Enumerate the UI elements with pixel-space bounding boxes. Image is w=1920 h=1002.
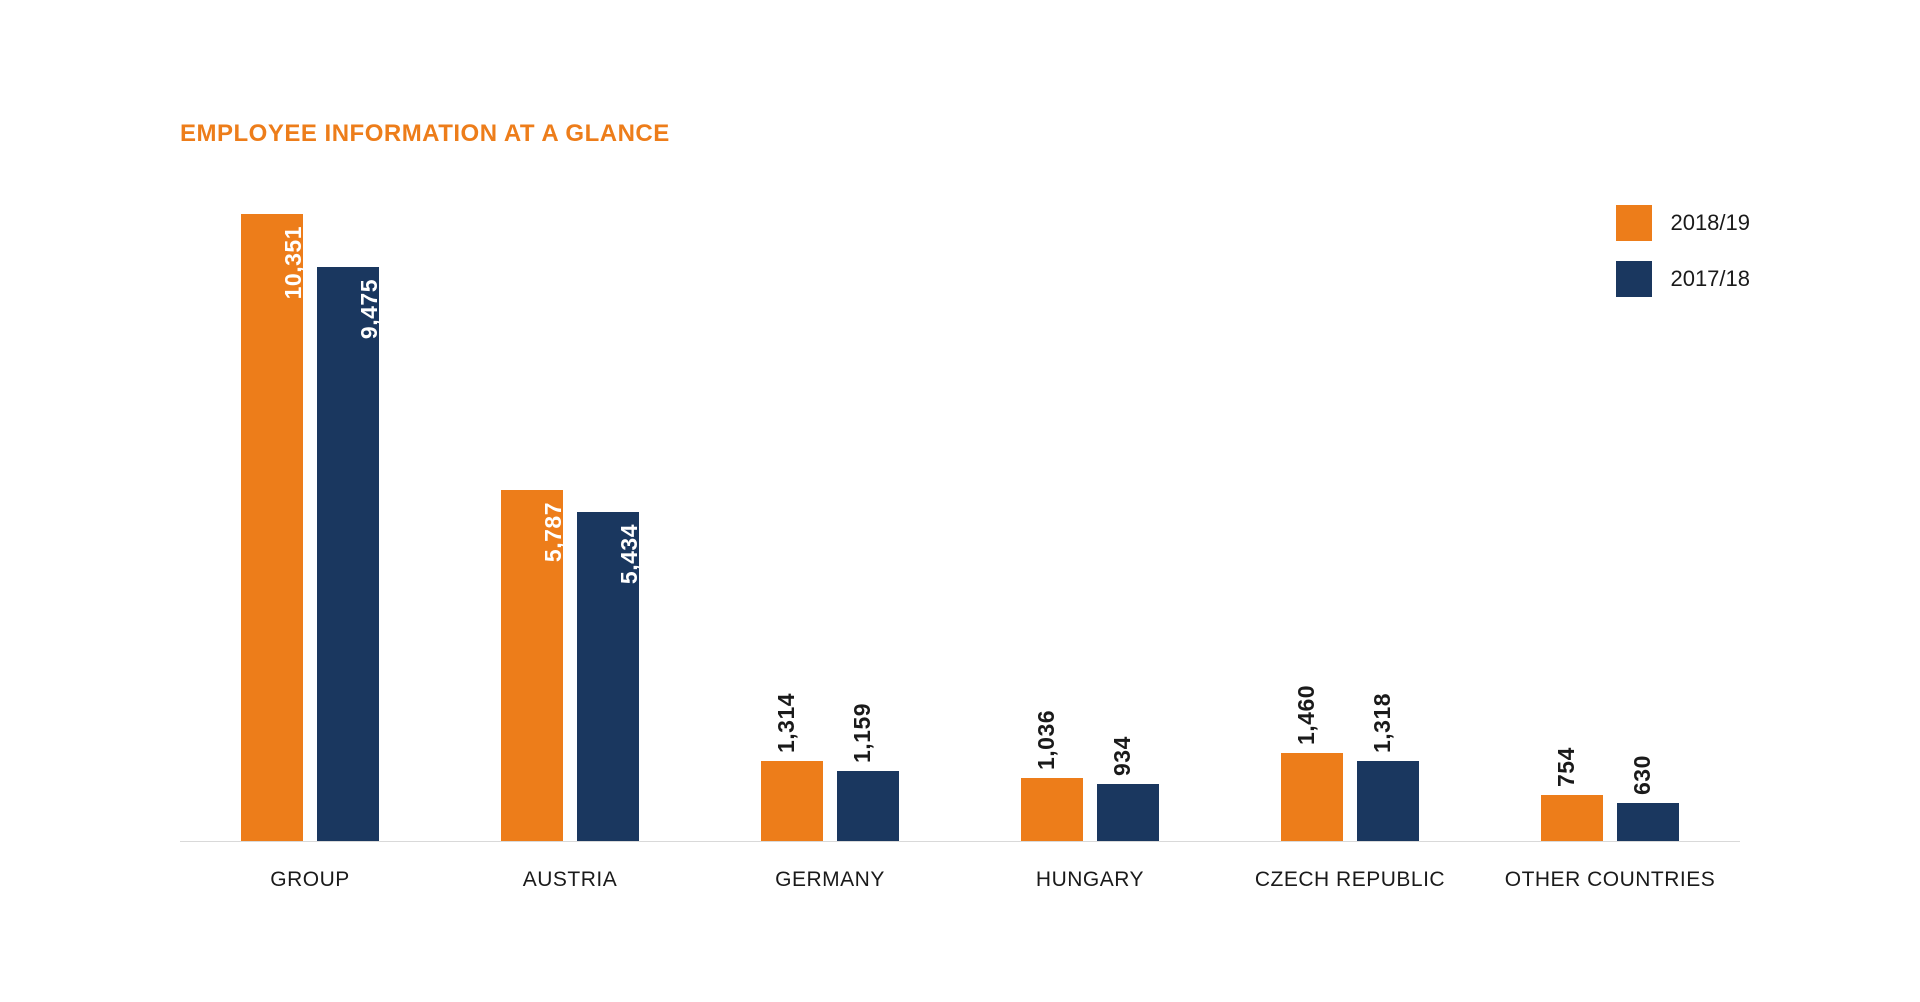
bar-value-label: 1,159 [841, 703, 868, 763]
plot-area: 10,3519,4755,7875,4341,3141,1591,0369341… [180, 215, 1740, 842]
x-tick-label: GERMANY [700, 858, 960, 892]
bar-group: 1,4601,318 [1220, 753, 1480, 841]
bar-value-label: 1,318 [1361, 693, 1388, 753]
employee-chart: EMPLOYEE INFORMATION AT A GLANCE 2018/19… [0, 0, 1920, 1002]
bar: 1,318 [1357, 761, 1419, 841]
bar: 934 [1097, 784, 1159, 841]
bar: 754 [1541, 795, 1603, 841]
bar: 5,434 [577, 512, 639, 841]
bar-value-label: 5,787 [532, 502, 559, 562]
bar-value-label: 10,351 [272, 226, 299, 299]
bar-value-label: 630 [1621, 755, 1648, 795]
bar: 1,159 [837, 771, 899, 841]
bar: 630 [1617, 803, 1679, 841]
bar-value-label: 9,475 [348, 279, 375, 339]
bar-value-label: 934 [1101, 737, 1128, 777]
x-tick-label: CZECH REPUBLIC [1220, 858, 1480, 892]
x-tick-label: OTHER COUNTRIES [1480, 858, 1740, 892]
bar-value-label: 1,036 [1025, 710, 1052, 770]
bar-group: 10,351 9,475 [180, 214, 440, 841]
bar-value-label: 754 [1545, 747, 1572, 787]
x-tick-label: HUNGARY [960, 858, 1220, 892]
bar: 9,475 [317, 267, 379, 841]
chart-title: EMPLOYEE INFORMATION AT A GLANCE [180, 120, 670, 148]
bar-group: 1,036934 [960, 778, 1220, 841]
x-tick-label: GROUP [180, 858, 440, 892]
bar: 1,314 [761, 761, 823, 841]
bar: 10,351 [241, 214, 303, 841]
bar-group: 754 630 [1480, 795, 1740, 841]
bar-value-label: 5,434 [608, 524, 635, 584]
bar-group: 1,3141,159 [700, 761, 960, 841]
bar-value-label: 1,314 [765, 693, 792, 753]
bar: 5,787 [501, 490, 563, 841]
x-axis: GROUPAUSTRIAGERMANYHUNGARYCZECH REPUBLIC… [180, 858, 1740, 892]
bar: 1,036 [1021, 778, 1083, 841]
bar-group: 5,787 5,434 [440, 490, 700, 841]
bar-value-label: 1,460 [1285, 685, 1312, 745]
x-tick-label: AUSTRIA [440, 858, 700, 892]
bar: 1,460 [1281, 753, 1343, 841]
